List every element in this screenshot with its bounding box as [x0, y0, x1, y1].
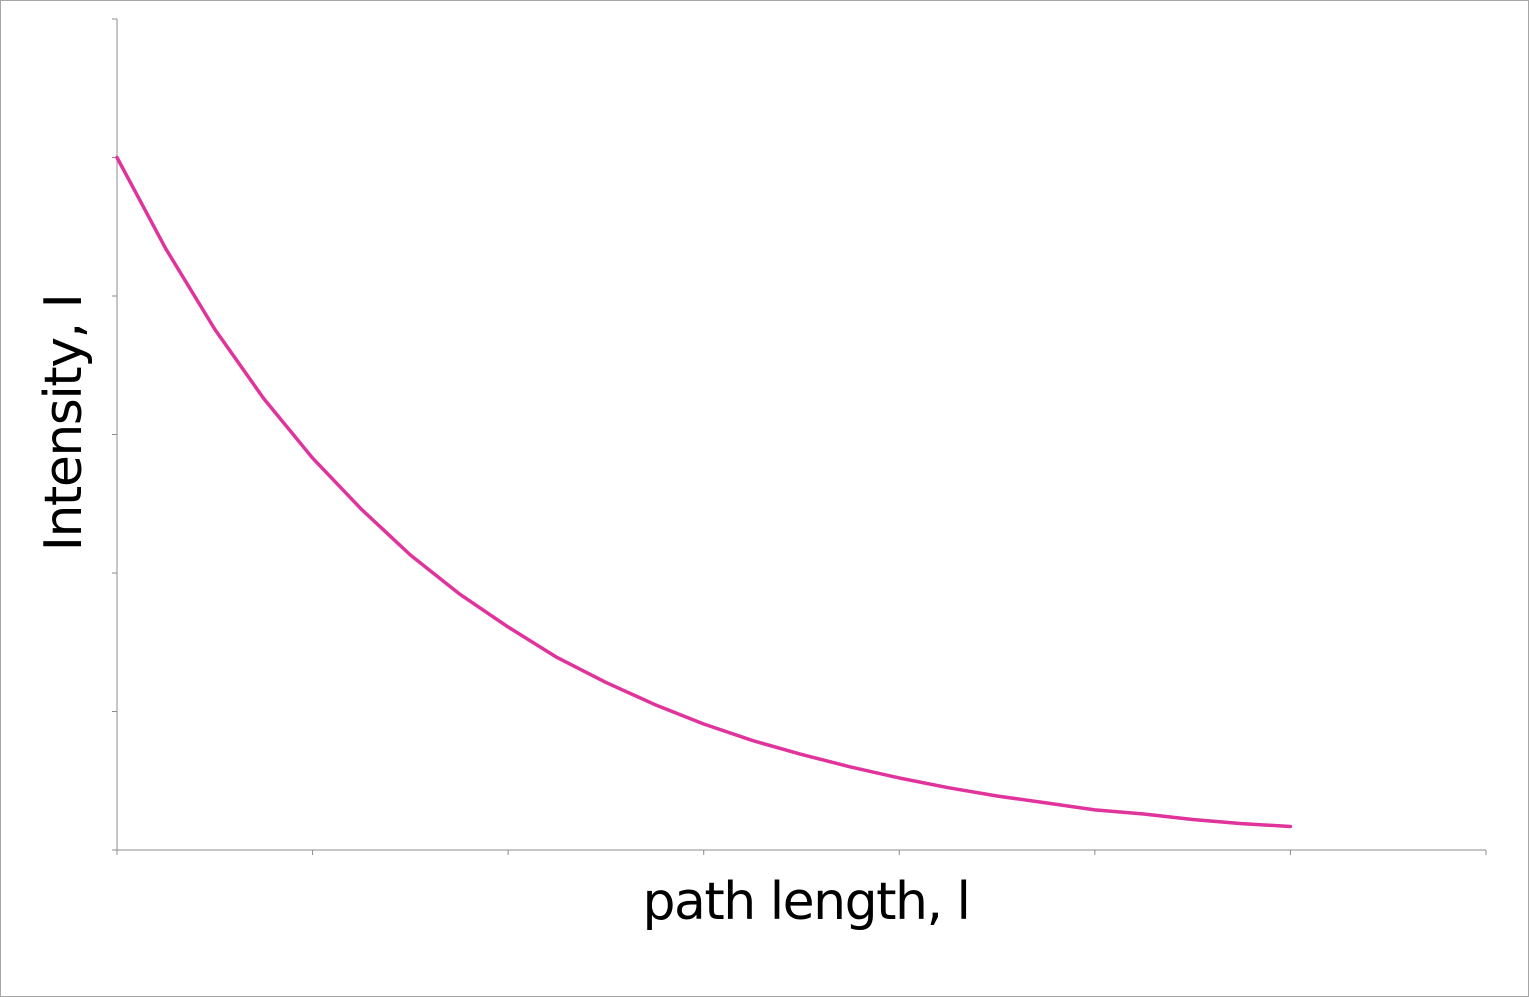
series-layer: [117, 158, 1290, 827]
x-axis-title: path length, l: [642, 872, 969, 932]
y-axis-title: Intensity, I: [34, 295, 94, 552]
y-axis-ticks: [112, 19, 117, 850]
axes: [112, 19, 1486, 855]
x-axis-ticks: [117, 850, 1486, 855]
series-line-0: [117, 158, 1290, 827]
